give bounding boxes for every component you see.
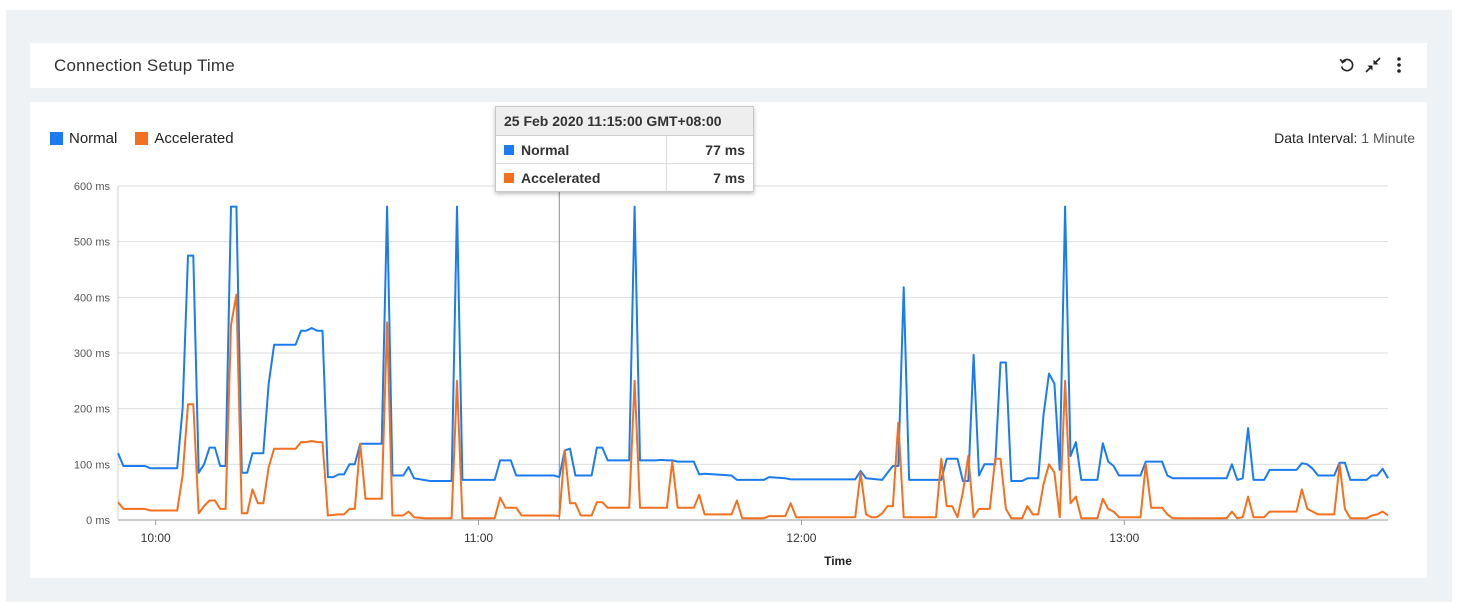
line-chart[interactable]: 0 ms 100 ms 200 ms 300 ms 400 ms 500 ms 600 ms…	[30, 102, 1427, 578]
chart-tooltip: 25 Feb 2020 11:15:00 GMT+08:00 Normal 77…	[495, 106, 754, 192]
y-tick-label: 0 ms	[86, 515, 110, 527]
series-line-normal	[117, 205, 1389, 482]
tooltip-row-accelerated: Accelerated 7 ms	[496, 164, 753, 191]
tooltip-label-accelerated: Accelerated	[521, 169, 601, 186]
y-tick-label: 600 ms	[74, 181, 111, 193]
refresh-icon[interactable]	[1337, 55, 1357, 75]
data-interval: Data Interval: 1 Minute	[1274, 130, 1415, 146]
widget-title: Connection Setup Time	[54, 56, 235, 75]
series-line-accelerated	[117, 293, 1389, 520]
x-axis-title: Time	[824, 554, 852, 568]
tooltip-value-accelerated: 7 ms	[713, 169, 745, 186]
legend-swatch-accelerated	[135, 132, 149, 145]
header-actions	[1337, 55, 1409, 75]
legend-label-normal: Normal	[69, 130, 118, 147]
tooltip-title: 25 Feb 2020 11:15:00 GMT+08:00	[496, 107, 753, 136]
x-tick-label: 13:00	[1109, 531, 1139, 545]
tooltip-swatch-accelerated	[504, 172, 514, 183]
tooltip-swatch-normal	[504, 144, 514, 155]
legend-label-accelerated: Accelerated	[154, 130, 234, 147]
chart-panel: Normal Accelerated Data Interval: 1 Minu…	[30, 102, 1427, 578]
more-vertical-icon[interactable]	[1389, 55, 1409, 75]
data-interval-value: 1 Minute	[1361, 130, 1415, 146]
data-interval-label: Data Interval:	[1274, 130, 1358, 146]
widget-header: Connection Setup Time	[30, 43, 1427, 88]
tooltip-row-normal: Normal 77 ms	[496, 136, 753, 164]
legend-swatch-normal	[50, 132, 63, 145]
y-tick-label: 200 ms	[74, 404, 111, 416]
legend-item-normal[interactable]: Normal	[50, 130, 117, 147]
y-tick-label: 300 ms	[74, 348, 111, 360]
x-tick-label: 11:00	[464, 531, 493, 545]
tooltip-value-normal: 77 ms	[705, 141, 745, 158]
x-tick-label: 12:00	[786, 531, 816, 545]
y-tick-label: 500 ms	[74, 237, 111, 249]
y-tick-label: 400 ms	[74, 292, 111, 304]
chart-legend: Normal Accelerated	[50, 130, 234, 147]
x-tick-label: 10:00	[141, 531, 171, 545]
y-tick-label: 100 ms	[74, 459, 111, 471]
collapse-icon[interactable]	[1363, 55, 1383, 75]
tooltip-label-normal: Normal	[521, 141, 570, 158]
legend-item-accelerated[interactable]: Accelerated	[135, 130, 234, 147]
